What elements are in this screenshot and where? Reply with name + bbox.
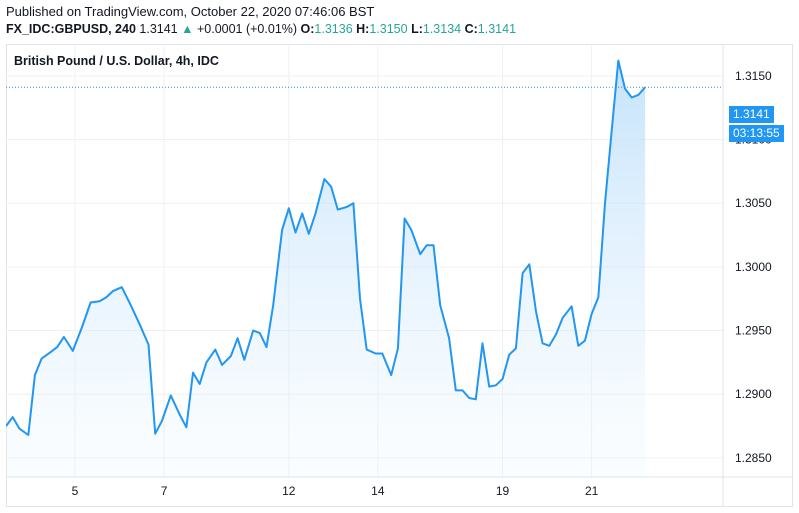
published-line: Published on TradingView.com, October 22…	[6, 4, 375, 19]
last-price: 1.3141	[139, 22, 178, 36]
price-line	[6, 59, 646, 436]
x-tick-label: 19	[496, 484, 510, 498]
y-tick-label: 1.2900	[735, 387, 772, 401]
chart-title: British Pound / U.S. Dollar, 4h, IDC	[14, 54, 219, 68]
x-tick-label: 5	[72, 484, 79, 498]
close-label: C:	[464, 22, 478, 36]
up-arrow-icon: ▲	[181, 22, 194, 36]
open-label: O:	[300, 22, 315, 36]
y-tick-label: 1.3050	[735, 196, 772, 210]
low-label: L:	[411, 22, 423, 36]
last-price-tag: 1.3141	[729, 106, 774, 123]
y-tick-label: 1.2850	[735, 451, 772, 465]
symbol-info-line: FX_IDC:GBPUSD, 240 1.3141 ▲ +0.0001 (+0.…	[6, 22, 516, 36]
price-chart[interactable]: 1.28501.29001.29501.30001.30501.31001.31…	[6, 44, 793, 507]
y-tick-label: 1.2950	[735, 324, 772, 338]
chart-frame	[6, 44, 793, 507]
price-area-fill	[6, 60, 646, 477]
x-tick-label: 21	[585, 484, 599, 498]
x-tick-label: 14	[371, 484, 385, 498]
low-value: 1.3134	[422, 22, 462, 36]
symbol-name[interactable]: FX_IDC:GBPUSD, 240	[6, 22, 136, 36]
x-tick-label: 7	[161, 484, 168, 498]
price-change: +0.0001 (+0.01%)	[196, 22, 298, 36]
close-value: 1.3141	[477, 22, 517, 36]
high-value: 1.3150	[369, 22, 408, 36]
open-value: 1.3136	[314, 22, 353, 36]
y-tick-label: 1.3000	[735, 260, 772, 274]
high-label: H:	[356, 22, 370, 36]
y-tick-label: 1.3150	[735, 69, 772, 83]
x-tick-label: 12	[282, 484, 296, 498]
bar-countdown-tag: 03:13:55	[729, 125, 784, 142]
